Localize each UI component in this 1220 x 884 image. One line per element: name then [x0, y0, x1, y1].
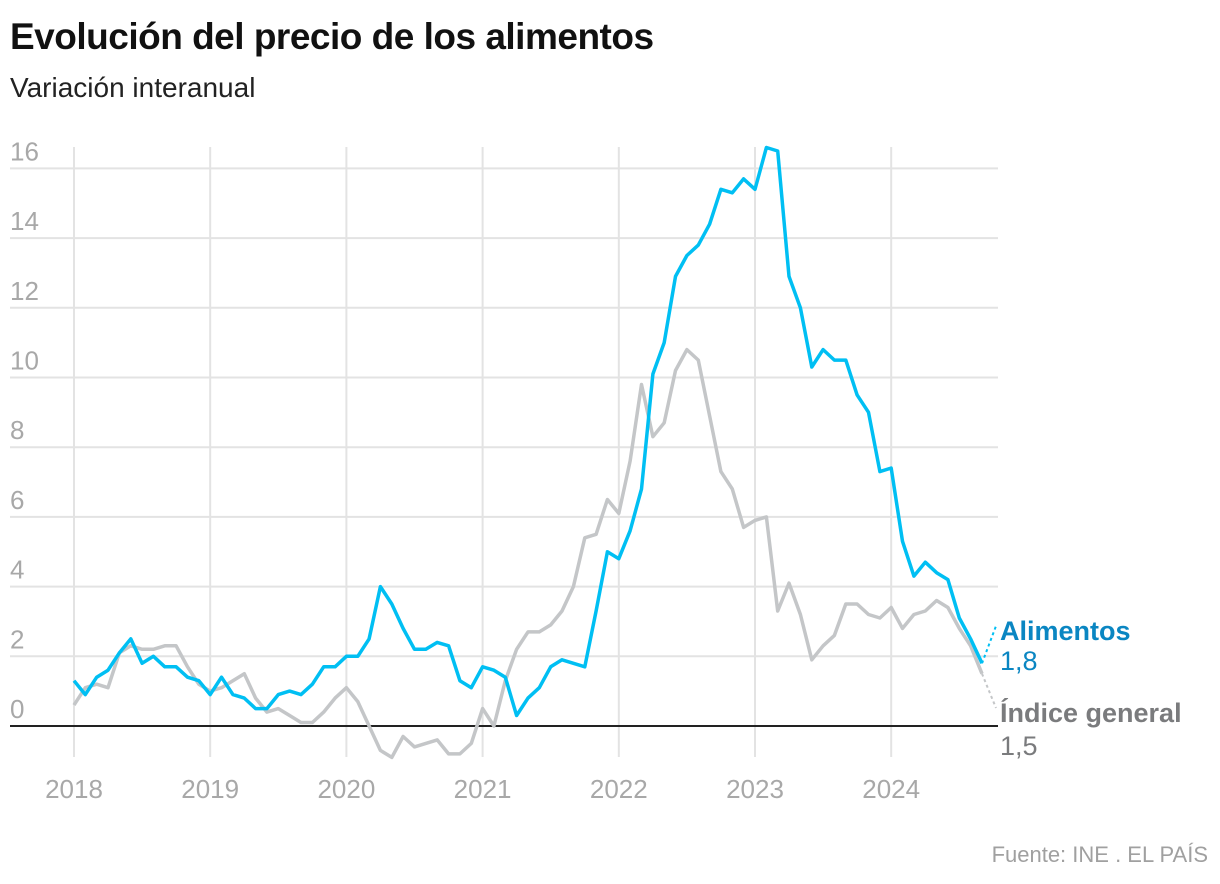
- x-tick-label: 2021: [454, 774, 512, 804]
- source-note: Fuente: INE . EL PAÍS: [991, 842, 1208, 867]
- x-tick-label: 2023: [726, 774, 784, 804]
- x-tick-label: 2019: [181, 774, 239, 804]
- label-leader-line: [981, 673, 997, 709]
- series-lines: [72, 145, 984, 760]
- series-name-label: Índice general: [1000, 697, 1182, 728]
- y-tick-label: 14: [10, 206, 39, 236]
- y-tick-label: 6: [10, 485, 24, 515]
- y-tick-label: 0: [10, 694, 24, 724]
- y-axis-ticks: 0 2 4 6 8 10 12 14 16: [10, 136, 39, 724]
- series-value-label: 1,8: [1000, 646, 1038, 676]
- chart-subtitle: Variación interanual: [10, 72, 256, 103]
- x-tick-label: 2024: [862, 774, 920, 804]
- y-tick-label: 12: [10, 276, 39, 306]
- x-tick-label: 2020: [317, 774, 375, 804]
- x-axis-ticks: 2018 2019 2020 2021 2022 2023 2024: [45, 774, 920, 804]
- y-tick-label: 2: [10, 624, 24, 654]
- series-line-alimentos: [72, 145, 984, 718]
- x-tick-label: 2018: [45, 774, 103, 804]
- series-value-label: 1,5: [1000, 731, 1038, 761]
- chart-title: Evolución del precio de los alimentos: [10, 16, 654, 57]
- grid: [10, 147, 998, 757]
- series-name-label: Alimentos: [1000, 616, 1131, 646]
- label-leader-line: [981, 625, 997, 664]
- y-tick-label: 10: [10, 346, 39, 376]
- x-tick-label: 2022: [590, 774, 648, 804]
- y-tick-label: 8: [10, 415, 24, 445]
- y-tick-label: 16: [10, 136, 39, 166]
- y-tick-label: 4: [10, 555, 24, 585]
